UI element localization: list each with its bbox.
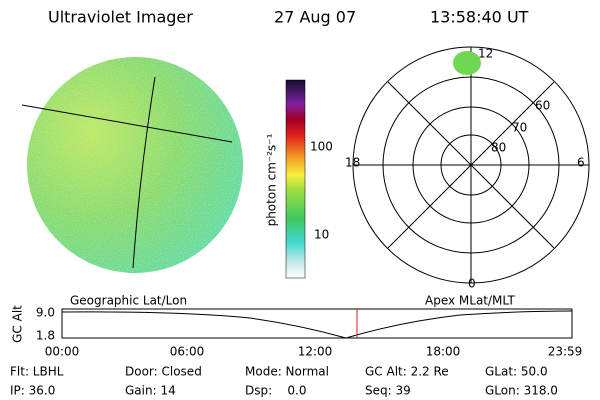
status-item: GLat: 50.0 [485, 365, 548, 379]
status-item: Door: Closed [125, 365, 202, 379]
earth-image [27, 57, 243, 273]
status-item: Seq: 39 [365, 384, 411, 398]
mlt-label: 0 [468, 277, 476, 291]
mlt-label: 18 [345, 156, 360, 170]
y-tick-label: 9.0 [36, 306, 55, 320]
lat-label: 70 [512, 121, 527, 135]
lon-line [132, 76, 156, 269]
x-tick-label: 12:00 [298, 345, 333, 359]
time: 13:58:40 UT [430, 8, 529, 27]
lat-line [21, 104, 233, 143]
colorbar [285, 79, 306, 279]
status-item: Flt: LBHL [10, 365, 64, 379]
status-item: IP: 36.0 [10, 384, 55, 398]
x-tick-label: 06:00 [170, 345, 205, 359]
plot-frame [61, 308, 573, 339]
date: 27 Aug 07 [274, 8, 356, 27]
status-item: Dsp: 0.0 [245, 384, 307, 398]
aurora-blob [453, 51, 481, 75]
status-item: Gain: 14 [125, 384, 176, 398]
plot-title: Apex MLat/MLT [425, 294, 515, 308]
colorbar-label: photon cm⁻²s⁻¹ [265, 133, 279, 226]
y-tick-label: 1.8 [36, 329, 55, 343]
x-tick-label: 00:00 [45, 345, 80, 359]
x-tick-label: 18:00 [426, 345, 461, 359]
lat-label: 60 [535, 99, 550, 113]
altitude-curve [61, 310, 573, 339]
status-item: Mode: Normal [245, 365, 329, 379]
polar-grid [352, 46, 590, 284]
instrument: Ultraviolet Imager [48, 8, 193, 27]
colorbar-tick: 100 [310, 140, 333, 154]
plot-title: Geographic Lat/Lon [70, 294, 187, 308]
lat-label: 80 [491, 141, 506, 155]
status-panel: Flt: LBHL Door: Closed Mode: Normal GC Alt:… [10, 365, 558, 398]
status-item: GLon: 318.0 [485, 384, 558, 398]
status-item: GC Alt: 2.2 Re [365, 365, 449, 379]
y-axis-label: GC Alt [11, 305, 25, 343]
mlt-label: 6 [577, 156, 585, 170]
mlt-label: 12 [478, 47, 493, 61]
colorbar-tick: 10 [314, 228, 329, 242]
x-tick-label: 23:59 [548, 345, 583, 359]
